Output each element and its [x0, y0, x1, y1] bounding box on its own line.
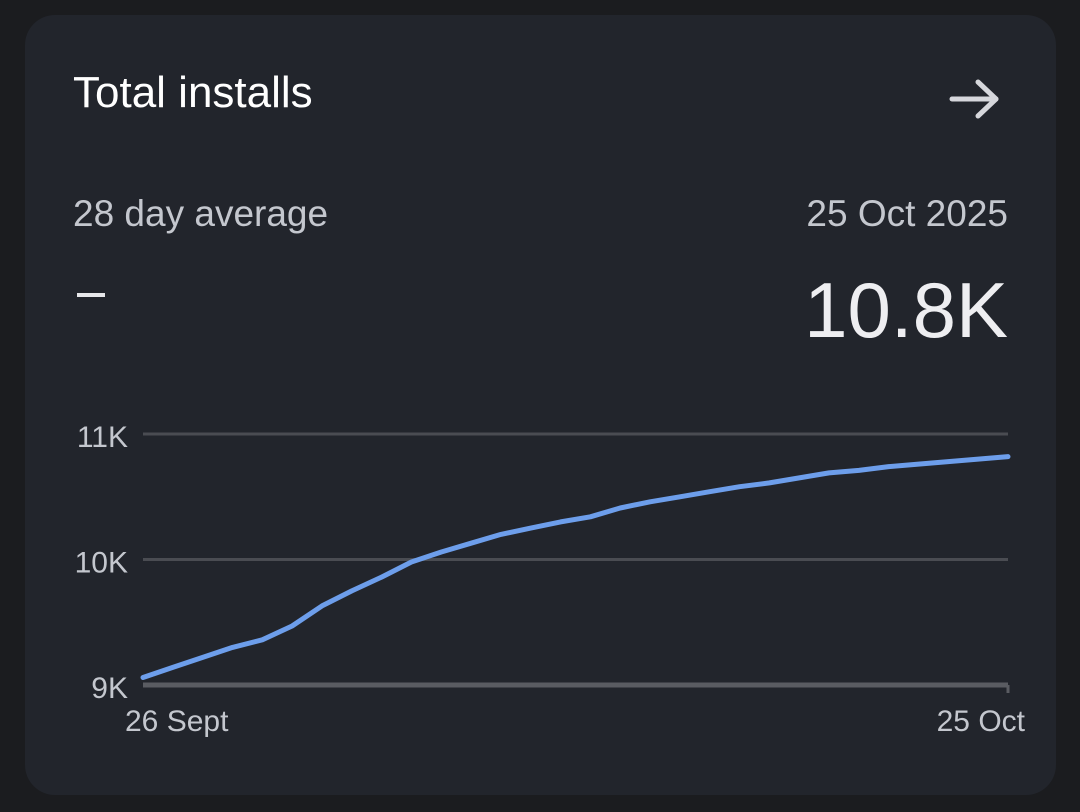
card-title: Total installs: [73, 68, 313, 117]
average-value: –: [77, 293, 105, 297]
average-label: 28 day average: [73, 193, 329, 234]
y-tick-label: 10K: [75, 547, 128, 580]
arrow-right-icon: [949, 79, 999, 119]
date-label: 25 Oct 2025: [806, 193, 1008, 234]
x-tick-label: 25 Oct: [937, 705, 1026, 738]
current-value: 10.8K: [804, 266, 1008, 354]
y-tick-label: 9K: [91, 672, 128, 705]
x-tick-label: 26 Sept: [125, 705, 229, 738]
total-installs-card[interactable]: Total installs 28 day average – 25 Oct 2…: [25, 15, 1056, 795]
open-details-button[interactable]: [948, 75, 1004, 123]
y-tick-label: 11K: [77, 421, 128, 454]
series-line: [140, 454, 1011, 680]
